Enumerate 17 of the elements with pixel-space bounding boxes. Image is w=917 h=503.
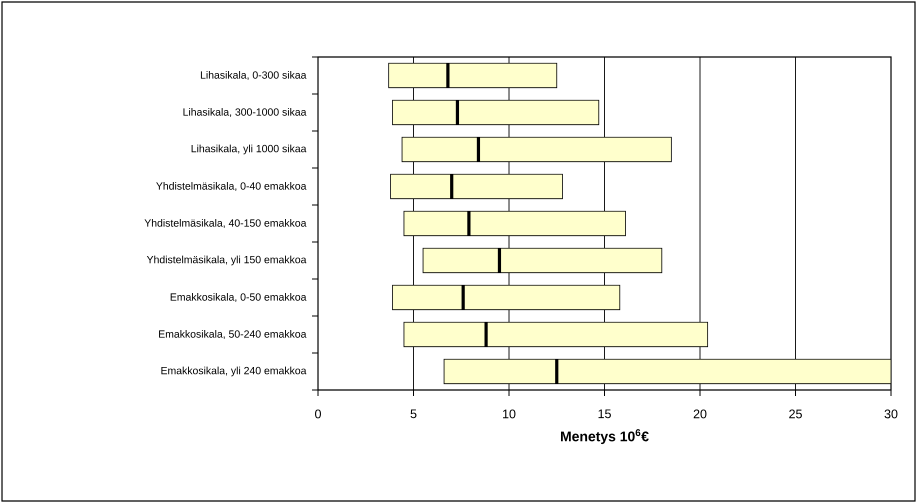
y-tick-label: Lihasikala, 300-1000 sikaa: [183, 108, 306, 117]
y-tick-label: Emakkosikala, 0-50 emakkoa: [170, 293, 306, 302]
x-tick-label: 5: [410, 410, 416, 418]
x-tick-label: 15: [598, 410, 611, 418]
x-tick-label: 30: [884, 410, 898, 418]
y-tick-label: Emakkosikala, 50-240 emakkoa: [159, 330, 306, 339]
y-tick-label: Emakkosikala, yli 240 emakkoa: [161, 366, 306, 376]
y-tick-label: Lihasikala, yli 1000 sikaa: [192, 144, 306, 154]
x-axis-title: Menetys 10$^{6}$€: [561, 429, 649, 444]
x-tick-label: 20: [694, 410, 706, 418]
y-tick-label: Yhdistelmäsikala, 40-150 emakkoa: [144, 219, 306, 228]
x-tick-label: 25: [789, 410, 802, 418]
y-tick-label: Yhdistelmäsikala, yli 150 emakkoa: [146, 256, 306, 266]
y-tick-label: Yhdistelmäsikala, 0-40 emakkoa: [156, 182, 306, 191]
x-tick-label: 10: [503, 410, 516, 418]
x-tick-label: 0: [315, 410, 321, 418]
y-tick-label: Lihasikala, 0-300 sikaa: [200, 71, 306, 80]
